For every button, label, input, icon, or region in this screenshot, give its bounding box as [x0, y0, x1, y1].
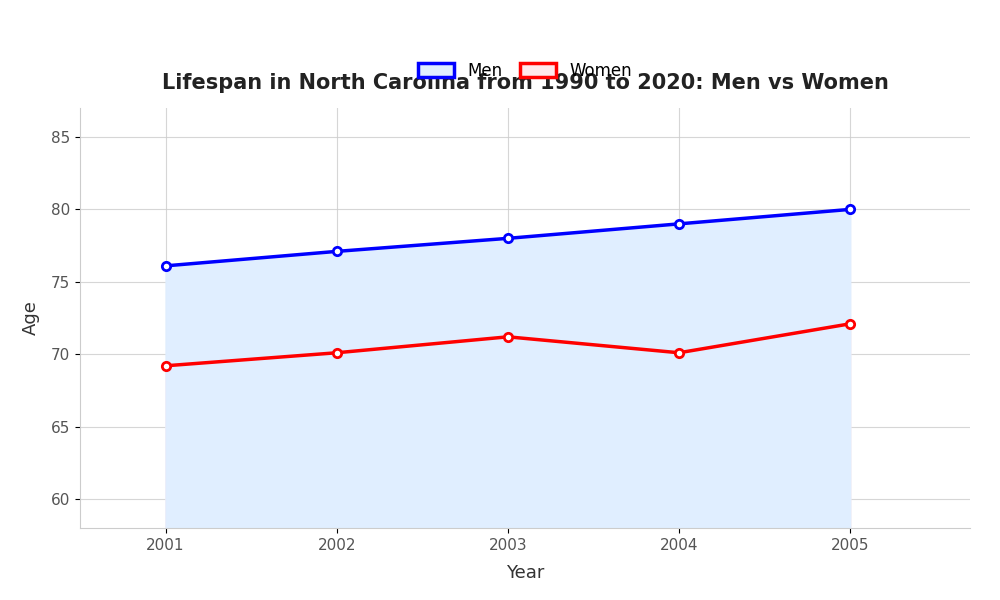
Legend: Men, Women: Men, Women — [418, 62, 632, 80]
Y-axis label: Age: Age — [22, 301, 40, 335]
Title: Lifespan in North Carolina from 1990 to 2020: Men vs Women: Lifespan in North Carolina from 1990 to … — [162, 73, 888, 92]
X-axis label: Year: Year — [506, 564, 544, 582]
